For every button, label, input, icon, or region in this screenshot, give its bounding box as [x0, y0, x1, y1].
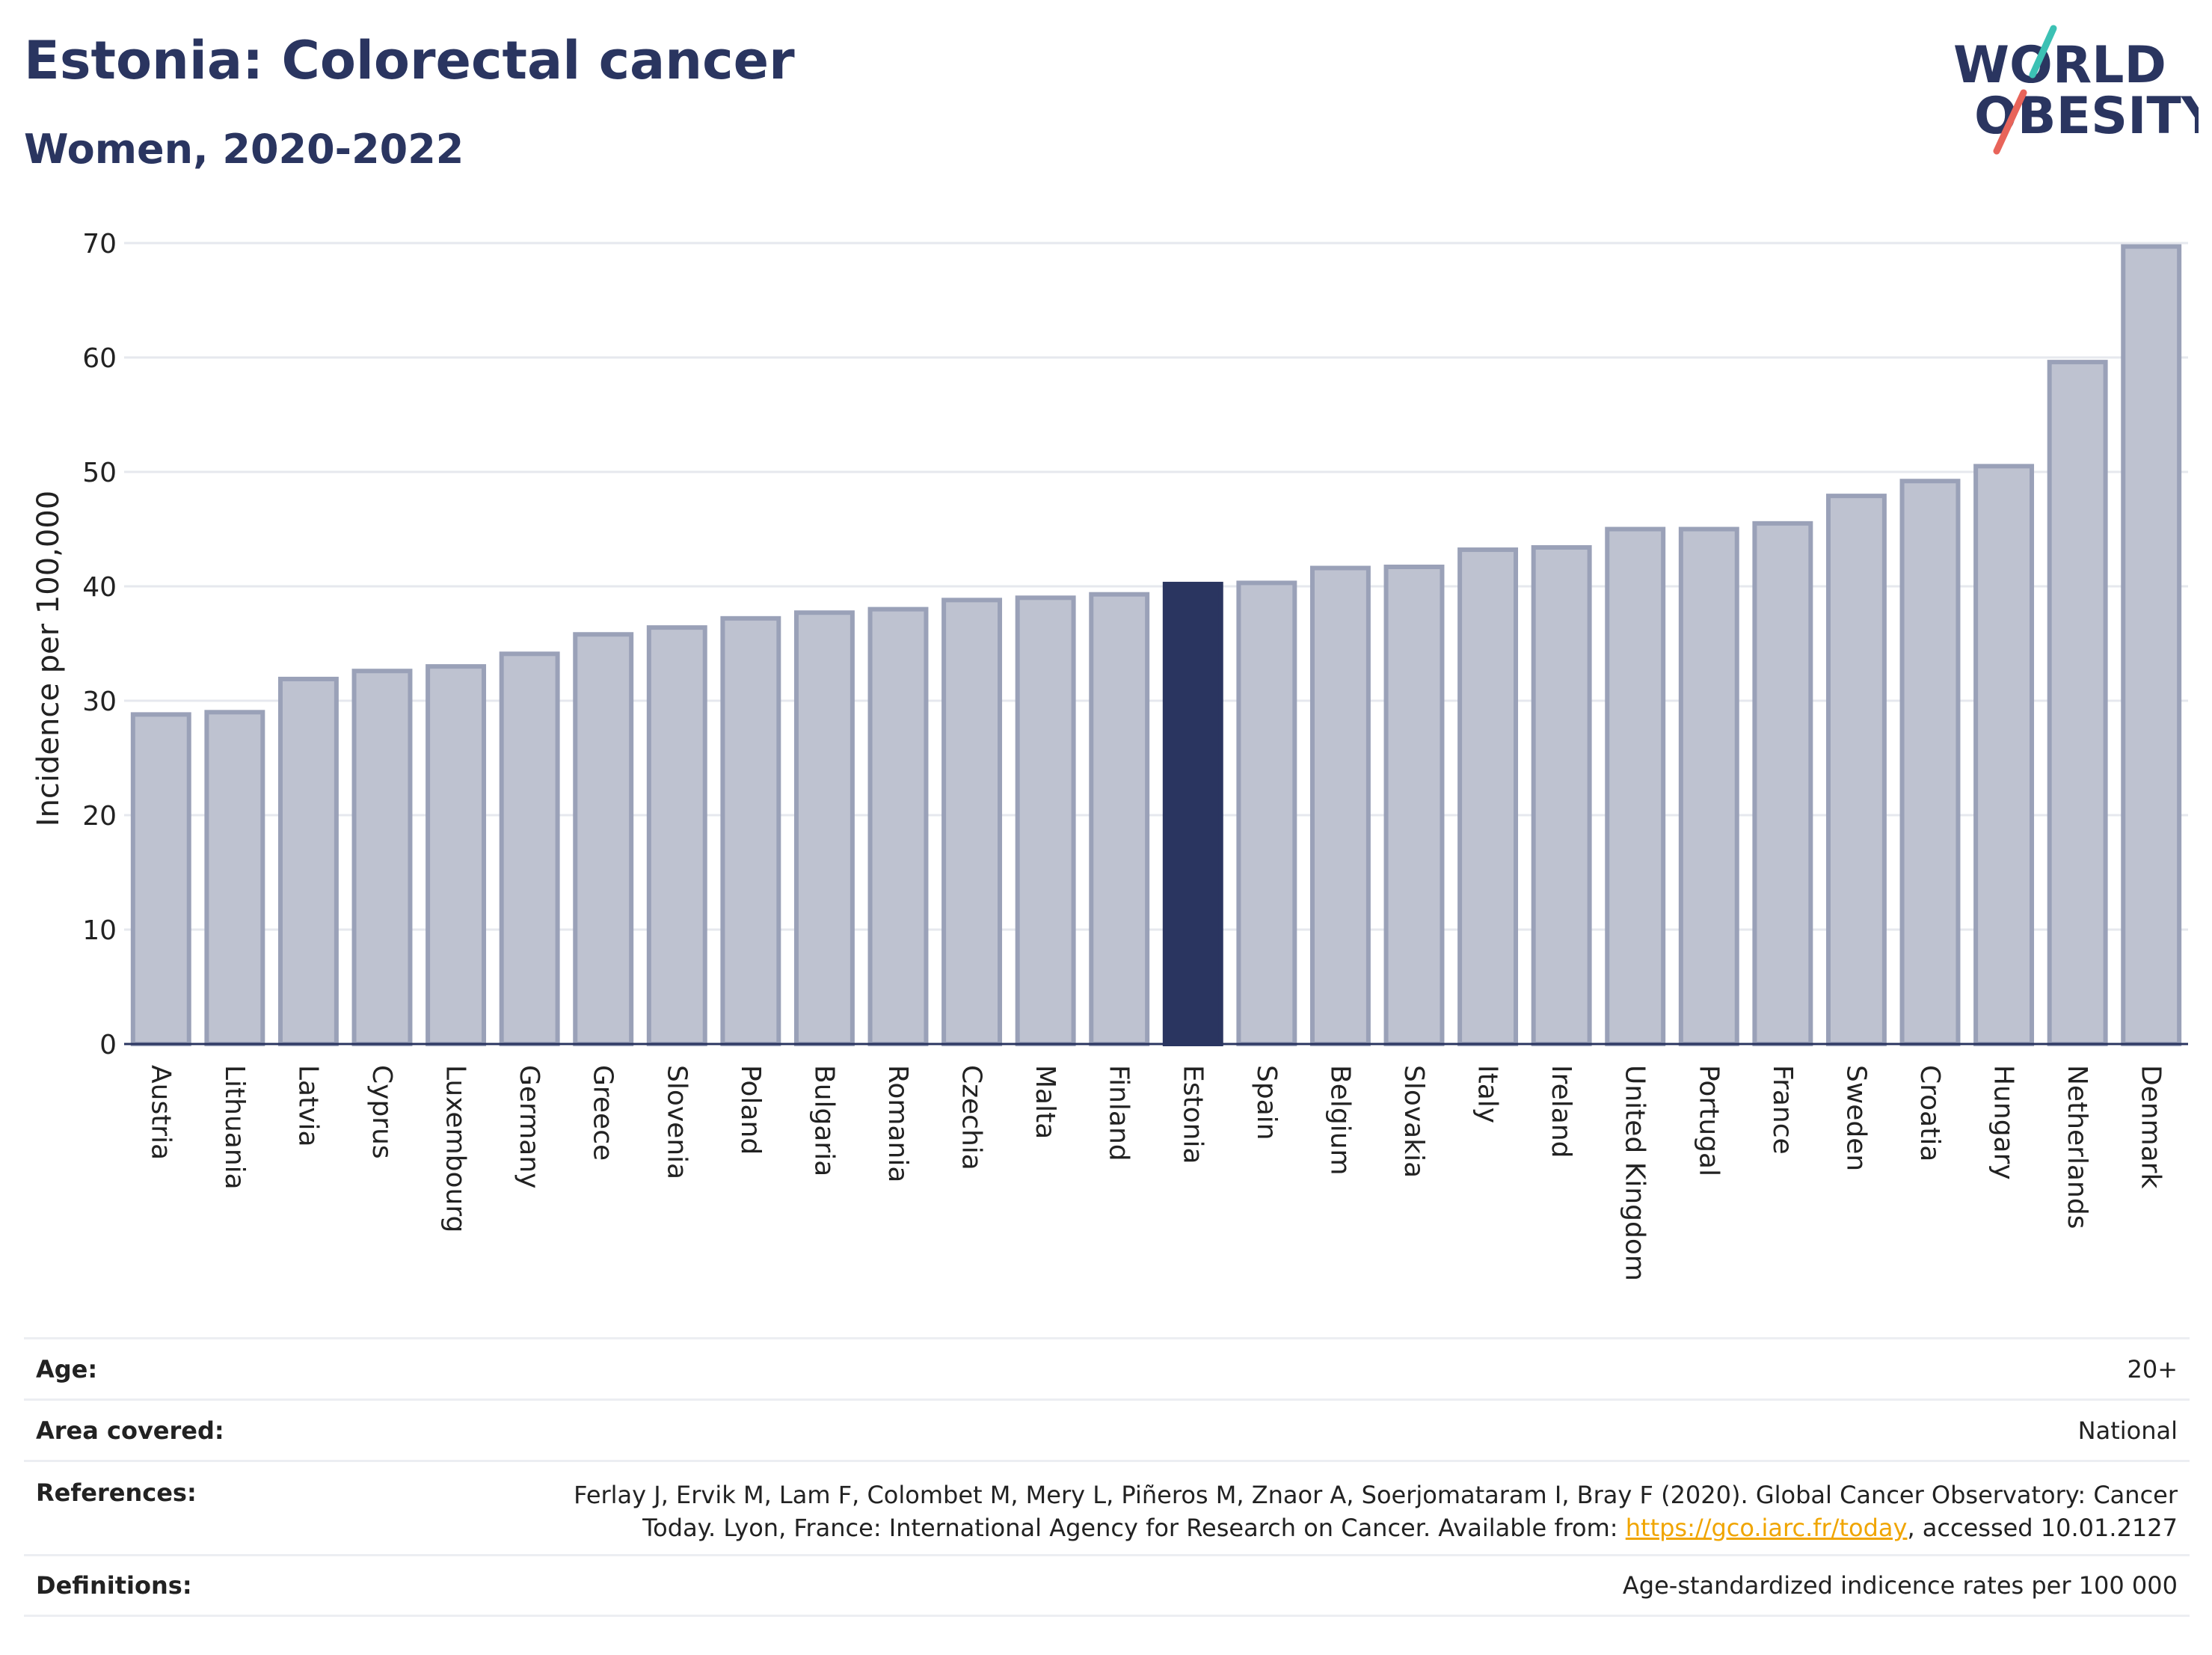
area-value: National — [2077, 1416, 2178, 1445]
x-tick-label: Belgium — [1324, 1065, 1355, 1176]
x-tick-label: Austria — [145, 1065, 176, 1160]
meta-row-references: References: Ferlay J, Ervik M, Lam F, Co… — [24, 1460, 2190, 1554]
y-tick-label: 10 — [82, 915, 117, 946]
world-obesity-logo: WORLD OBESITY — [1953, 25, 2199, 155]
bar-ireland — [1531, 544, 1592, 1046]
x-tick-label: Netherlands — [2062, 1065, 2092, 1229]
bar-poland — [720, 615, 781, 1046]
x-tick-label: Portugal — [1693, 1065, 1724, 1176]
x-tick-label: Croatia — [1914, 1065, 1945, 1161]
x-tick-label: Lithuania — [219, 1065, 250, 1190]
x-tick-label: Ireland — [1546, 1065, 1576, 1158]
y-tick-label: 0 — [99, 1030, 117, 1060]
bar-romania — [867, 607, 929, 1046]
bar-cyprus — [351, 669, 413, 1046]
x-tick-label: France — [1767, 1065, 1798, 1155]
bar-greece — [573, 632, 634, 1046]
x-tick-label: Slovenia — [661, 1065, 692, 1179]
x-tick-label: Romania — [882, 1065, 913, 1182]
references-label: References: — [36, 1479, 197, 1507]
bar-spain — [1236, 580, 1297, 1046]
y-axis-title: Incidence per 100,000 — [31, 491, 66, 827]
metadata-table: Age: 20+ Area covered: National Referenc… — [24, 1337, 2190, 1617]
area-label: Area covered: — [36, 1416, 224, 1445]
x-tick-label: Estonia — [1177, 1065, 1208, 1164]
bar-finland — [1089, 592, 1150, 1046]
page-title: Estonia: Colorectal cancer — [24, 30, 795, 91]
age-label: Age: — [36, 1354, 98, 1384]
bar-estonia — [1162, 581, 1223, 1046]
bar-lithuania — [204, 710, 265, 1046]
bar-sweden — [1825, 494, 1887, 1046]
x-tick-label: Czechia — [956, 1065, 987, 1170]
x-tick-label: Greece — [588, 1065, 618, 1161]
bar-netherlands — [2047, 360, 2108, 1046]
x-tick-label: Germany — [514, 1065, 544, 1188]
references-value: Ferlay J, Ervik M, Lam F, Colombet M, Me… — [574, 1479, 2178, 1544]
bar-chart: 0 10 20 30 40 50 60 70 Austria Lithuania Latvia Cy… — [31, 229, 2188, 1281]
x-tick-label: United Kingdom — [1620, 1065, 1650, 1281]
bar-denmark — [2121, 244, 2182, 1047]
y-tick-label: 50 — [82, 458, 117, 488]
bar-luxembourg — [425, 664, 487, 1046]
x-tick-label: Denmark — [2136, 1065, 2166, 1189]
bar-croatia — [1899, 479, 1961, 1046]
y-tick-labels: 0 10 20 30 40 50 60 70 — [82, 229, 117, 1060]
bar-united-kingdom — [1605, 526, 1666, 1046]
bar-france — [1752, 521, 1813, 1046]
y-tick-label: 20 — [82, 801, 117, 832]
bar-belgium — [1309, 565, 1371, 1046]
bar-hungary — [1973, 464, 2035, 1046]
bar-latvia — [277, 676, 339, 1046]
logo-slash-bottom — [1993, 89, 2027, 155]
references-line1: Ferlay J, Ervik M, Lam F, Colombet M, Me… — [574, 1481, 2178, 1509]
x-tick-label: Luxembourg — [440, 1065, 471, 1232]
x-tick-label: Sweden — [1840, 1065, 1871, 1171]
x-tick-label: Poland — [735, 1065, 766, 1155]
y-tick-label: 40 — [82, 572, 117, 603]
y-tick-label: 30 — [82, 687, 117, 717]
meta-row-age: Age: 20+ — [24, 1337, 2190, 1398]
references-line2-pre: Today. Lyon, France: International Agenc… — [642, 1514, 1626, 1542]
age-value: 20+ — [2127, 1354, 2178, 1384]
bar-czechia — [941, 598, 1003, 1046]
x-tick-label: Malta — [1030, 1065, 1060, 1139]
definitions-label: Definitions: — [36, 1571, 192, 1600]
x-tick-label: Hungary — [1988, 1065, 2019, 1180]
bars — [124, 244, 2188, 1047]
x-tick-labels: Austria Lithuania Latvia Cyprus Luxembourg Ge… — [145, 1065, 2166, 1281]
bar-austria — [130, 712, 191, 1046]
y-tick-label: 60 — [82, 343, 117, 374]
references-link[interactable]: https://gco.iarc.fr/today — [1625, 1514, 1908, 1542]
x-tick-label: Italy — [1472, 1065, 1503, 1123]
bar-italy — [1457, 547, 1519, 1046]
bar-malta — [1015, 595, 1076, 1046]
bar-slovakia — [1383, 564, 1445, 1046]
y-tick-label: 70 — [82, 229, 117, 260]
x-tick-label: Slovakia — [1398, 1065, 1429, 1178]
logo-line1: WORLD — [1953, 36, 2166, 95]
logo-slash-top — [2029, 25, 2057, 79]
x-tick-label: Cyprus — [366, 1065, 397, 1159]
page-subtitle: Women, 2020-2022 — [24, 126, 464, 173]
x-tick-label: Bulgaria — [808, 1065, 839, 1176]
bar-portugal — [1678, 526, 1739, 1046]
meta-row-definitions: Definitions: Age-standardized indicence … — [24, 1554, 2190, 1617]
definitions-value: Age-standardized indicence rates per 100… — [1622, 1571, 2178, 1600]
meta-row-area: Area covered: National — [24, 1398, 2190, 1460]
x-tick-label: Spain — [1251, 1065, 1282, 1140]
x-tick-label: Latvia — [292, 1065, 323, 1147]
references-line2-post: , accessed 10.01.2127 — [1907, 1514, 2178, 1542]
bar-bulgaria — [793, 610, 855, 1046]
x-tick-label: Finland — [1104, 1065, 1134, 1161]
bar-germany — [499, 651, 560, 1046]
bar-slovenia — [646, 625, 707, 1046]
